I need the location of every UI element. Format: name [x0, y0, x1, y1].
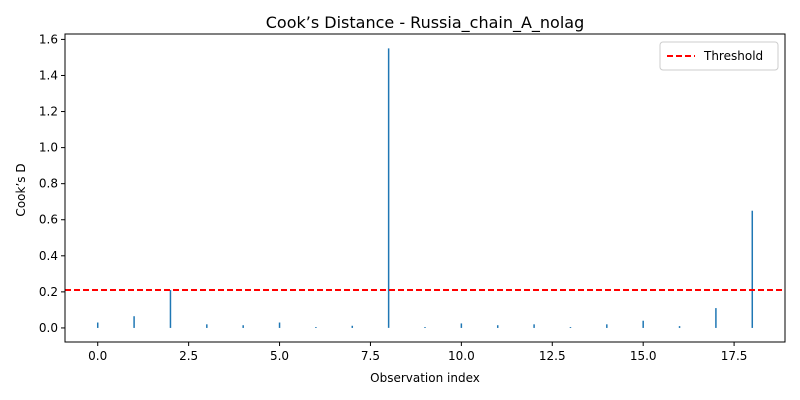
x-tick-label-3: 7.5	[361, 349, 380, 363]
y-tick-label-6: 1.2	[39, 105, 58, 119]
y-tick-label-0: 0.0	[39, 321, 58, 335]
x-tick-label-6: 15.0	[630, 349, 657, 363]
x-tick-label-2: 5.0	[270, 349, 289, 363]
y-tick-label-5: 1.0	[39, 141, 58, 155]
x-tick-label-4: 10.0	[448, 349, 475, 363]
y-tick-label-8: 1.6	[39, 32, 58, 46]
y-axis-ticks: 0.0 0.2 0.4 0.6 0.8 1.0 1.2 1.4 1.6	[39, 32, 65, 335]
x-axis-label: Observation index	[370, 371, 480, 385]
y-tick-label-1: 0.2	[39, 285, 58, 299]
chart-title: Cook’s Distance - Russia_chain_A_nolag	[266, 13, 585, 33]
x-tick-label-5: 12.5	[539, 349, 566, 363]
y-tick-label-4: 0.8	[39, 177, 58, 191]
y-tick-label-3: 0.6	[39, 213, 58, 227]
y-axis-label: Cook’s D	[14, 163, 28, 216]
x-tick-label-0: 0.0	[88, 349, 107, 363]
legend-threshold-label: Threshold	[703, 49, 763, 63]
legend: Threshold	[659, 41, 779, 71]
plot-area	[65, 48, 785, 328]
legend-box	[659, 41, 779, 71]
x-axis-ticks: 0.0 2.5 5.0 7.5 10.0 12.5 15.0 17.5	[88, 342, 747, 363]
x-tick-label-7: 17.5	[721, 349, 748, 363]
y-tick-label-2: 0.4	[39, 249, 58, 263]
y-tick-label-7: 1.4	[39, 68, 58, 82]
axes-frame	[64, 33, 786, 343]
x-tick-label-1: 2.5	[179, 349, 198, 363]
